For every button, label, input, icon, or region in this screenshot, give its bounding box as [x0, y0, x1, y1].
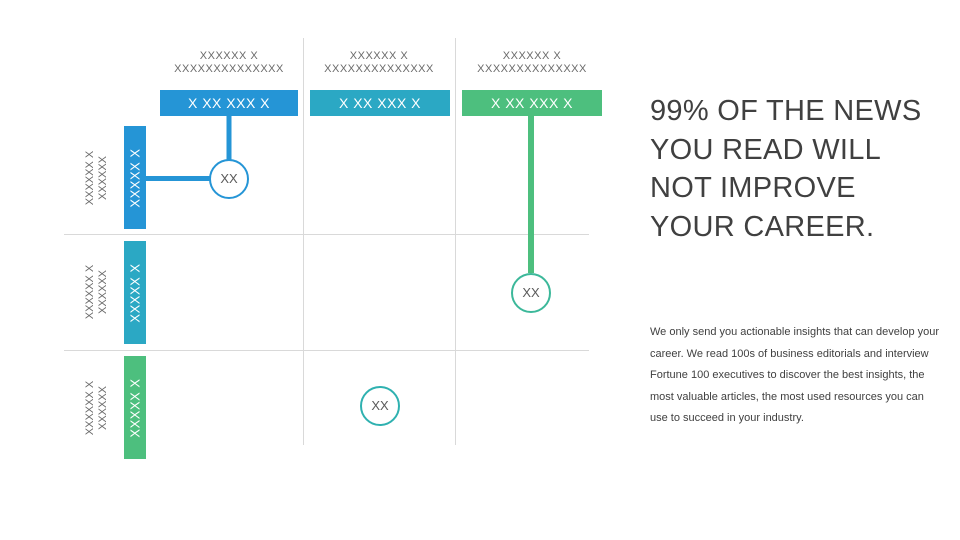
body-paragraph: We only send you actionable insights tha… — [650, 326, 940, 425]
column-header-1: XXXXXX X XXXXXXXXXXXXXX — [155, 50, 303, 76]
row-header-3: XXXXXX X XXXXXX — [80, 358, 114, 458]
column-label-2: X XX XXX X — [310, 90, 450, 116]
headline: 99% OF THE NEWS YOU READ WILL NOT IMPROV… — [650, 95, 922, 243]
grid-line-h1 — [64, 234, 589, 235]
row-header-3-line2: XXXXXX — [97, 385, 109, 431]
row-label-3-text: XXXXX X — [127, 377, 143, 438]
column-label-3: X XX XXX X — [462, 90, 602, 116]
column-header-2: XXXXXX X XXXXXXXXXXXXXX — [305, 50, 453, 76]
row-label-3: XXXXX X — [124, 356, 146, 459]
column-header-2-line2: XXXXXXXXXXXXXX — [324, 63, 434, 75]
node-row3-col2: XX — [360, 386, 400, 426]
column-header-1-line1: XXXXXX X — [199, 50, 259, 62]
row-label-1-text: XXXXX X — [127, 147, 143, 208]
grid-line-v1 — [303, 38, 304, 445]
row-label-2: XXXXX X — [124, 241, 146, 344]
row-header-1: XXXXXX X XXXXXX — [80, 130, 114, 225]
node-row1-col1: XX — [209, 159, 249, 199]
column-header-3-line2: XXXXXXXXXXXXXX — [477, 63, 587, 75]
column-label-1: X XX XXX X — [160, 90, 298, 116]
column-header-1-line2: XXXXXXXXXXXXXX — [174, 63, 284, 75]
column-header-3-line1: XXXXXX X — [502, 50, 562, 62]
row-header-2-line2: XXXXXX — [97, 269, 109, 314]
row-header-2-line1: XXXXXX X — [84, 264, 96, 319]
row-label-1: XXXXX X — [124, 126, 146, 229]
row-header-3-line1: XXXXXX X — [84, 380, 96, 436]
row-header-1-line2: XXXXXX — [97, 155, 109, 200]
row-label-2-text: XXXXX X — [127, 262, 143, 323]
column-header-2-line1: XXXXXX X — [349, 50, 409, 62]
column-header-3: XXXXXX X XXXXXXXXXXXXXX — [458, 50, 606, 76]
node-row2-col3: XX — [511, 273, 551, 313]
row-header-1-line1: XXXXXX X — [84, 150, 96, 205]
row-header-2: XXXXXX X XXXXXX — [80, 244, 114, 339]
grid-line-v2 — [455, 38, 456, 445]
grid-line-h2 — [64, 350, 589, 351]
